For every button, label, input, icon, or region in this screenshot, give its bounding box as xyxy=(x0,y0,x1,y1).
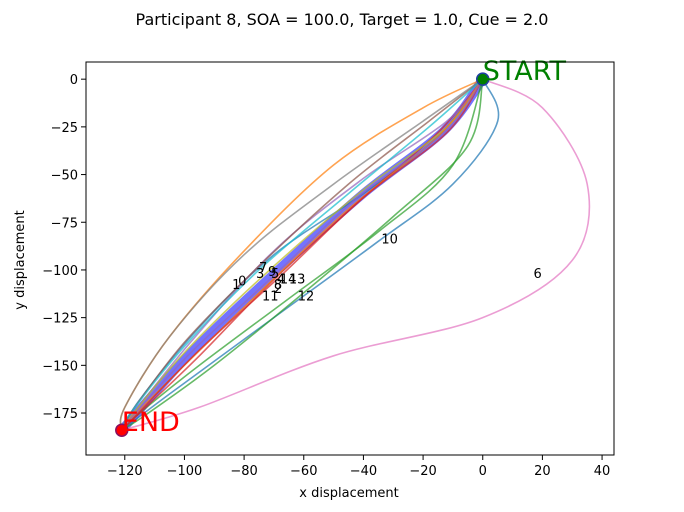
trial-line-13 xyxy=(121,78,484,431)
trial-label: 0 xyxy=(238,274,246,289)
trial-label: 13 xyxy=(289,272,306,287)
trial-line-1 xyxy=(119,78,484,431)
y-tick-label: −50 xyxy=(51,169,78,184)
x-tick-label: −20 xyxy=(409,464,436,479)
trial-label: 4 xyxy=(277,272,285,287)
trial-label: 14 xyxy=(280,272,297,287)
y-tick-label: 0 xyxy=(70,73,78,88)
x-axis: −120 −100 −80 −60 −40 −20 0 20 40 xyxy=(107,455,610,479)
trial-label: 2 xyxy=(274,282,282,297)
trial-label: 3 xyxy=(256,267,264,282)
y-tick-label: −150 xyxy=(42,359,78,374)
x-axis-label: x displacement xyxy=(299,486,398,501)
x-tick-label: −80 xyxy=(230,464,257,479)
y-axis-label: y displacement xyxy=(13,210,28,309)
trial-label: 8 xyxy=(274,278,282,293)
end-marker xyxy=(115,423,129,437)
x-tick-label: 20 xyxy=(534,464,551,479)
trial-line-14 xyxy=(121,78,484,431)
trial-label: 9 xyxy=(268,265,276,280)
trial-label: 6 xyxy=(533,267,541,282)
y-tick-label: −125 xyxy=(42,312,78,327)
y-tick-label: −100 xyxy=(42,264,78,279)
y-tick-label: −75 xyxy=(51,216,78,231)
chart-title: Participant 8, SOA = 100.0, Target = 1.0… xyxy=(136,10,549,29)
start-marker xyxy=(475,72,490,86)
x-tick-label: −100 xyxy=(167,464,203,479)
trial-label: 7 xyxy=(259,261,267,276)
trial-label: 12 xyxy=(298,290,315,305)
y-tick-label: −25 xyxy=(51,121,78,136)
trial-label: 10 xyxy=(381,232,398,247)
y-axis: 0 −25 −50 −75 −100 −125 −150 −175 xyxy=(42,73,86,422)
trial-line-6 xyxy=(121,78,591,431)
y-tick-label: −175 xyxy=(42,407,78,422)
x-tick-label: 0 xyxy=(479,464,487,479)
trial-label: 5 xyxy=(271,267,279,282)
trial-label: 11 xyxy=(262,290,279,305)
x-tick-label: 40 xyxy=(594,464,611,479)
trial-line-7 xyxy=(119,78,484,431)
end-label: END xyxy=(122,407,180,438)
trial-line-9 xyxy=(121,78,484,431)
x-tick-label: −60 xyxy=(290,464,317,479)
start-label: START xyxy=(483,56,567,87)
trial-line-12 xyxy=(121,79,484,431)
trial-line-10 xyxy=(121,78,500,431)
x-tick-label: −40 xyxy=(350,464,377,479)
trial-label: 1 xyxy=(232,278,240,293)
axes-frame xyxy=(85,61,615,456)
x-tick-label: −120 xyxy=(107,464,143,479)
